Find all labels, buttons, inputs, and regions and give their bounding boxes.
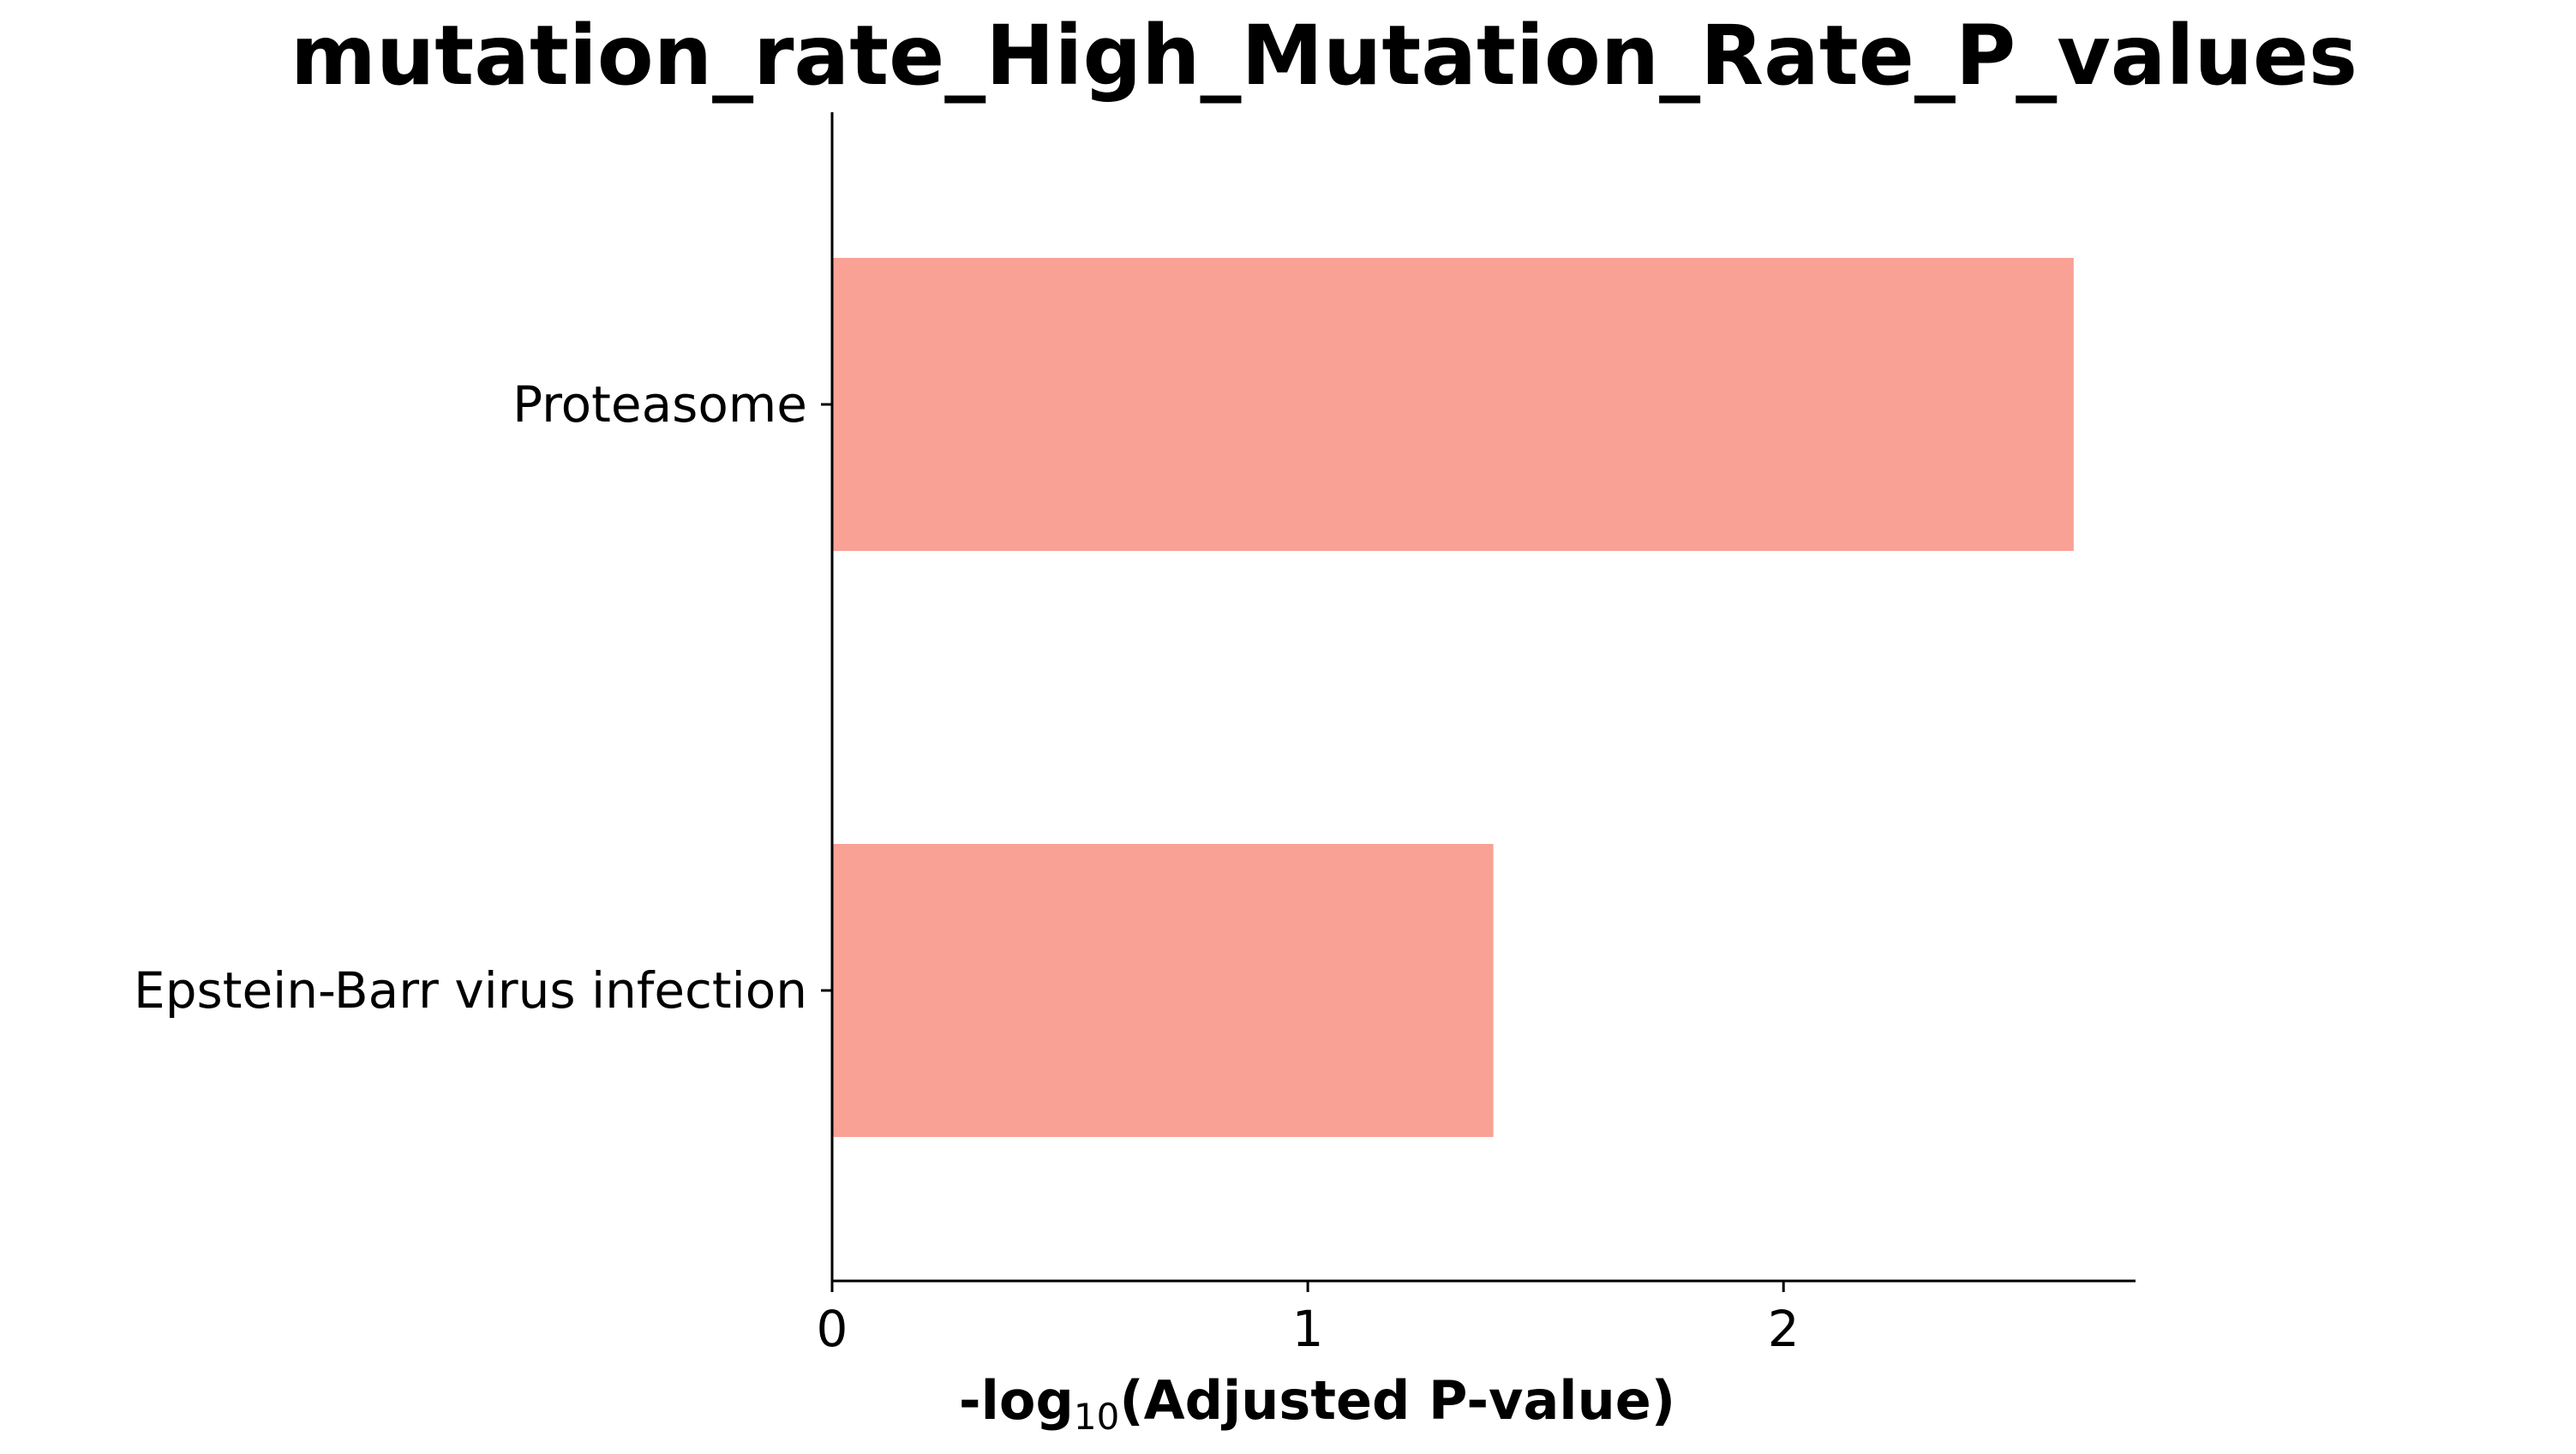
bar-epstein-barr-virus-infection: [832, 844, 1494, 1137]
bars-group: [832, 258, 2074, 1137]
x-axis-label-suffix: (Adjusted P-value): [1119, 1369, 1675, 1432]
x-tick-label: 0: [817, 1300, 848, 1358]
x-axis-label-prefix: -log: [959, 1369, 1074, 1432]
y-axis-ticks: Proteasome Epstein-Barr virus infection: [134, 375, 832, 1020]
y-tick-label: Epstein-Barr virus infection: [134, 961, 807, 1020]
x-axis-label: -log10(Adjusted P-value): [959, 1369, 1675, 1438]
y-tick-label: Proteasome: [512, 375, 807, 434]
x-axis-ticks: 0 1 2: [817, 1281, 1800, 1358]
x-axis-label-subscript: 10: [1074, 1396, 1119, 1438]
x-tick-label: 2: [1768, 1300, 1800, 1358]
x-tick-label: 1: [1292, 1300, 1324, 1358]
bar-proteasome: [832, 258, 2074, 551]
chart-title: mutation_rate_High_Mutation_Rate_P_value…: [291, 8, 2357, 104]
